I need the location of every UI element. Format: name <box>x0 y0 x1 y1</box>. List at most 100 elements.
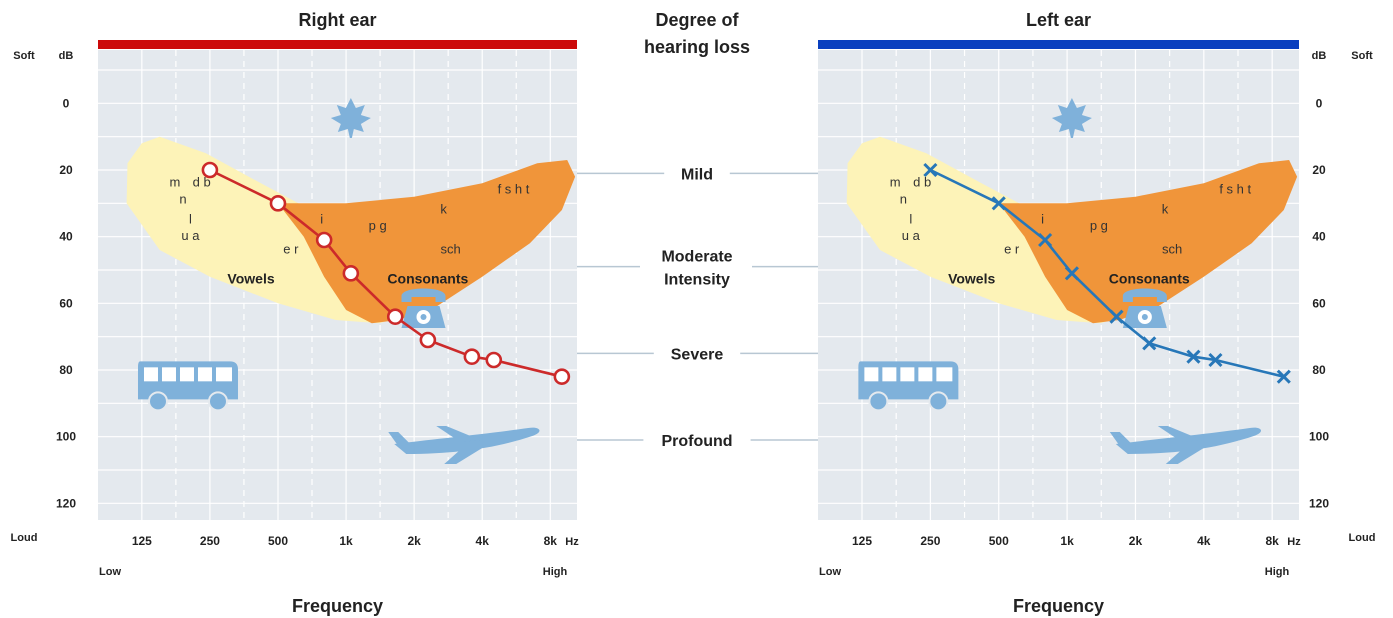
center-header-line-2: hearing loss <box>644 37 750 57</box>
data-point-cross-stroke <box>923 162 938 178</box>
y-tick-label: 0 <box>63 96 70 110</box>
data-point-cross <box>1208 352 1223 368</box>
speech-sound-label: f s h t <box>1219 181 1251 196</box>
x-tick-label: 250 <box>920 534 940 548</box>
x-tick-label: 1k <box>339 534 353 548</box>
y-tick-label: 100 <box>1309 430 1329 444</box>
data-point-circle <box>419 331 437 349</box>
high-label: High <box>1265 566 1290 578</box>
data-point-cross-stroke <box>1038 232 1053 248</box>
speech-sound-label: e r <box>1004 241 1020 256</box>
degree-label-severe: Severe <box>671 346 724 363</box>
ear-header-bar <box>818 40 1299 49</box>
speech-sound-label: i <box>320 211 323 226</box>
x-tick-label: 8k <box>544 534 558 548</box>
y-tick-label: 0 <box>1316 96 1323 110</box>
x-tick-label: 4k <box>1197 534 1211 548</box>
y-axis-label: dB <box>1312 50 1327 62</box>
data-point-circle <box>553 368 571 385</box>
consonants-region <box>278 160 576 324</box>
y-tick-label: 60 <box>59 296 73 310</box>
loud-label: Loud <box>1349 532 1376 544</box>
data-point-cross <box>1142 336 1157 351</box>
x-tick-label: 2k <box>1129 534 1143 548</box>
consonants-label: Consonants <box>387 270 468 286</box>
high-label: High <box>543 566 568 578</box>
low-label: Low <box>99 566 121 578</box>
y-tick-label: 60 <box>1312 296 1326 310</box>
data-point-circle <box>201 161 219 179</box>
degree-of-hearing-loss-panel: Degree of hearing loss Mild Severe Profound M… <box>577 10 818 450</box>
x-axis-title: Frequency <box>1013 596 1104 616</box>
speech-sound-label: e r <box>283 241 299 256</box>
degree-label-mild: Mild <box>681 166 713 183</box>
chart-title: Left ear <box>1026 10 1091 30</box>
speech-sound-label: sch <box>441 241 461 256</box>
x-tick-label: 500 <box>268 534 288 548</box>
data-point-circle <box>386 308 404 325</box>
chart-title: Right ear <box>298 10 376 30</box>
soft-label: Soft <box>1351 50 1373 62</box>
center-header-line-1: Degree of <box>655 10 739 30</box>
y-axis-label: dB <box>59 50 74 62</box>
consonants-region <box>998 160 1298 324</box>
y-tick-label: 100 <box>56 430 76 444</box>
x-tick-label: 250 <box>200 534 220 548</box>
data-point-circle <box>315 231 333 249</box>
y-tick-label: 20 <box>1312 163 1326 177</box>
data-point-circle <box>463 348 481 365</box>
data-point-circle <box>342 265 360 282</box>
y-tick-label: 120 <box>56 496 76 510</box>
speech-sound-label: k <box>1162 201 1169 216</box>
speech-sound-label: i <box>1041 211 1044 226</box>
loud-label: Loud <box>11 532 38 544</box>
data-point-cross-stroke <box>1109 309 1124 324</box>
speech-sound-label: m <box>169 175 180 190</box>
speech-sound-label: k <box>440 201 447 216</box>
data-point-cross <box>991 196 1006 211</box>
vowels-label: Vowels <box>948 270 995 286</box>
x-tick-label: 8k <box>1266 534 1280 548</box>
data-point-cross-stroke <box>991 196 1006 211</box>
x-unit-label: Hz <box>565 536 579 548</box>
low-label: Low <box>819 566 841 578</box>
data-point-circle <box>269 195 287 212</box>
x-axis-title: Frequency <box>292 596 383 616</box>
telephone-icon <box>1122 288 1167 328</box>
data-point-cross-stroke <box>1142 336 1157 351</box>
degree-label-profound: Profound <box>661 433 732 450</box>
data-point-cross-stroke <box>1186 349 1201 364</box>
degree-label-intensity: Intensity <box>664 272 730 289</box>
y-tick-label: 80 <box>59 363 73 377</box>
soft-label: Soft <box>13 50 35 62</box>
vowels-label: Vowels <box>227 270 274 286</box>
x-tick-label: 125 <box>852 534 872 548</box>
data-point-cross-stroke <box>1208 352 1223 368</box>
speech-sound-label: n <box>179 191 186 206</box>
data-point-cross <box>1038 232 1053 248</box>
speech-sound-label: u a <box>902 228 921 243</box>
data-point-cross <box>1276 369 1291 384</box>
data-point-cross <box>1064 266 1079 281</box>
data-point-cross <box>1186 349 1201 364</box>
speech-sound-label: f s h t <box>498 181 530 196</box>
telephone-icon <box>401 288 446 328</box>
y-tick-label: 80 <box>1312 363 1326 377</box>
x-tick-label: 4k <box>476 534 490 548</box>
x-tick-label: 500 <box>989 534 1009 548</box>
y-tick-label: 40 <box>59 230 73 244</box>
left-ear-audiogram: Left ear m d b nl u a e r i p g k sch f s h t Vowel… <box>818 10 1375 616</box>
x-tick-label: 2k <box>407 534 421 548</box>
speech-sound-label: d b <box>193 175 211 190</box>
speech-sound-label: l <box>189 211 192 226</box>
speech-sound-label: n <box>900 191 907 206</box>
speech-sound-label: l <box>909 211 912 226</box>
degree-label-moderate: Moderate <box>661 249 732 266</box>
speech-sound-label: m <box>890 175 901 190</box>
right-ear-audiogram: Right ear m d b nl u a e r i p g k sch f s h t Vowe… <box>11 10 580 616</box>
data-point-circle <box>485 351 503 369</box>
speech-sound-label: p g <box>1090 218 1108 233</box>
y-tick-label: 40 <box>1312 230 1326 244</box>
y-tick-label: 20 <box>59 163 73 177</box>
